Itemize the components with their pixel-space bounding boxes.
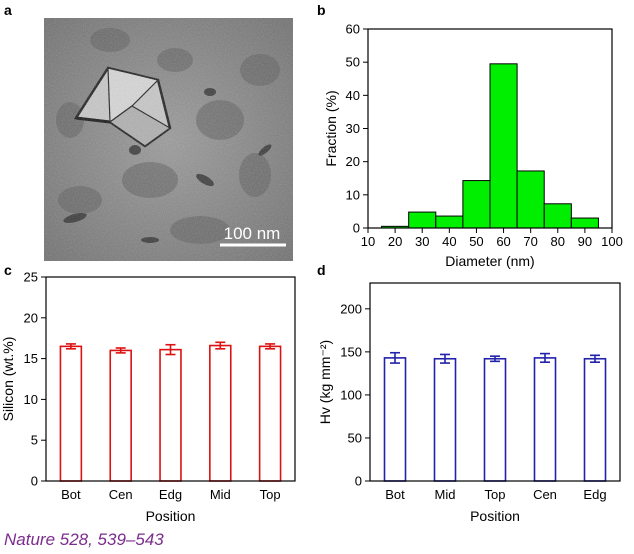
- x-tick-label: Top: [485, 487, 506, 502]
- x-tick-label: 100: [601, 234, 623, 249]
- bar: [583, 357, 607, 482]
- histogram-diameter: 10 20 30 40 50 60 70 80 90 1000102030405060Diamet…: [323, 22, 623, 270]
- x-tick-label: 40: [442, 234, 456, 249]
- tem-micrograph: [44, 18, 293, 261]
- x-tick-label: Cen: [533, 487, 557, 502]
- x-tick-label: Edg: [159, 487, 182, 502]
- bar-chart-silicon: Bot Cen Edg Mid Top 0 5 10 15 20 25 Position Silicon…: [0, 270, 296, 524]
- bar: [533, 357, 557, 482]
- x-tick-label: Bot: [61, 487, 81, 502]
- citation: Nature 528, 539–543: [4, 530, 164, 549]
- y-tick-label: 10: [346, 187, 360, 202]
- x-tick-label: Edg: [583, 487, 606, 502]
- y-tick-label: 0: [353, 221, 360, 236]
- panel-label-a: a: [4, 2, 12, 18]
- bar-chart-hardness: Bot Mid Top Cen Edg 0 50 100 150 200 Position Hv (k…: [317, 282, 621, 524]
- y-tick-label: 60: [346, 22, 360, 37]
- x-tick-label: 50: [469, 234, 483, 249]
- histogram-bar: [462, 180, 491, 229]
- y-tick-label: 50: [348, 430, 362, 445]
- bar: [258, 345, 282, 482]
- y-tick-label: 0: [31, 474, 38, 489]
- plot-frame: [369, 282, 621, 482]
- x-tick-label: 30: [415, 234, 429, 249]
- x-axis-label: Position: [470, 508, 520, 524]
- y-axis-label: Hv (kg mm⁻²): [317, 340, 333, 424]
- x-tick-label: 90: [578, 234, 592, 249]
- x-tick-label: Top: [260, 487, 281, 502]
- bar: [209, 344, 232, 482]
- bar: [109, 349, 132, 482]
- x-axis-label: Position: [146, 508, 196, 524]
- panel-label-d: d: [317, 262, 326, 278]
- bar: [383, 357, 407, 482]
- histogram-bar: [543, 203, 572, 229]
- x-tick-label: Mid: [435, 487, 456, 502]
- x-tick-label: 70: [523, 234, 537, 249]
- x-tick-label: Cen: [109, 487, 133, 502]
- histogram-bar: [408, 211, 437, 229]
- x-tick-label: 60: [496, 234, 510, 249]
- y-tick-label: 15: [24, 351, 38, 366]
- y-axis-label: Silicon (wt.%): [0, 337, 16, 422]
- bar: [483, 357, 507, 482]
- x-tick-label: 10: [361, 234, 375, 249]
- bar: [159, 348, 182, 482]
- panel-label-b: b: [317, 2, 326, 18]
- y-tick-label: 100: [340, 387, 362, 402]
- plot-frame: [45, 276, 296, 482]
- y-tick-label: 30: [346, 121, 360, 136]
- y-tick-label: 200: [340, 301, 362, 316]
- y-tick-label: 40: [346, 88, 360, 103]
- histogram-bar: [489, 63, 518, 229]
- histogram-bar: [435, 215, 464, 229]
- y-tick-label: 50: [346, 55, 360, 70]
- x-axis-label: Diameter (nm): [445, 253, 534, 269]
- y-tick-label: 150: [340, 344, 362, 359]
- x-tick-label: Bot: [385, 487, 405, 502]
- y-tick-label: 5: [31, 433, 38, 448]
- y-tick-label: 20: [346, 154, 360, 169]
- histogram-bar: [570, 217, 599, 229]
- scale-bar-label: 100 nm: [224, 224, 281, 243]
- panel-label-c: c: [4, 262, 12, 278]
- bar: [59, 345, 83, 482]
- bar: [433, 357, 457, 482]
- y-tick-label: 20: [24, 310, 38, 325]
- y-tick-label: 25: [24, 270, 38, 285]
- y-tick-label: 10: [24, 392, 38, 407]
- x-tick-label: Mid: [210, 487, 231, 502]
- histogram-bar: [516, 170, 545, 229]
- y-axis-label: Fraction (%): [323, 90, 339, 166]
- x-tick-label: 80: [551, 234, 565, 249]
- x-tick-label: 20: [388, 234, 402, 249]
- y-tick-label: 0: [355, 474, 362, 489]
